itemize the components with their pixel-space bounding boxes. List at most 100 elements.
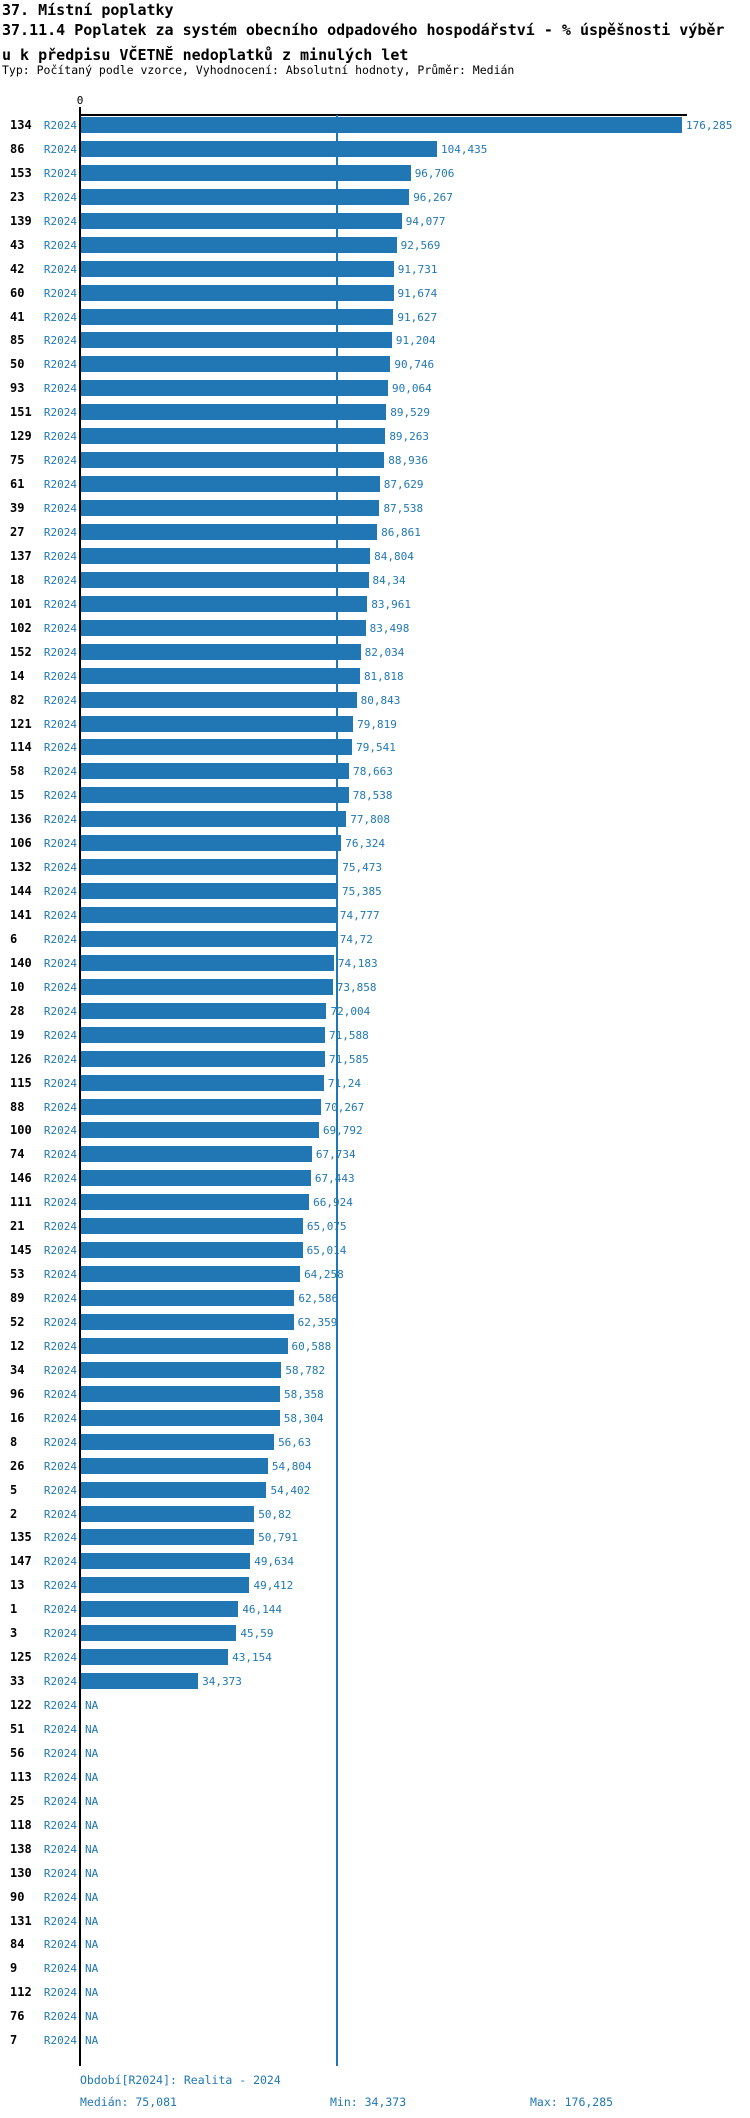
row-period-label: R2024 bbox=[43, 645, 77, 659]
row-id-label: 21 bbox=[10, 1219, 25, 1234]
row-period-label: R2024 bbox=[43, 310, 77, 324]
row-bar bbox=[81, 954, 334, 971]
row-period-label: R2024 bbox=[43, 1196, 77, 1210]
x-axis-line bbox=[79, 114, 687, 116]
row-period-label: R2024 bbox=[43, 1076, 77, 1090]
row-value-label: NA bbox=[85, 1890, 99, 1904]
row-period-label: R2024 bbox=[43, 1770, 77, 1784]
row-value-label: 77,808 bbox=[350, 813, 391, 827]
chart-row: 146 R2024 67,443 bbox=[0, 1170, 750, 1187]
row-period-label: R2024 bbox=[43, 478, 77, 492]
row-bar bbox=[81, 1673, 199, 1690]
chart-row: 1 R2024 46,144 bbox=[0, 1601, 750, 1618]
row-period-label: R2024 bbox=[43, 980, 77, 994]
row-id-label: 16 bbox=[10, 1410, 25, 1425]
row-value-label: 90,064 bbox=[392, 382, 432, 396]
chart-row: 111 R2024 66,924 bbox=[0, 1194, 750, 1211]
row-value-label: 176,285 bbox=[686, 119, 733, 132]
row-period-label: R2024 bbox=[43, 1387, 77, 1401]
row-period-label: R2024 bbox=[43, 1722, 77, 1736]
row-bar bbox=[81, 1218, 303, 1235]
row-value-label: 49,412 bbox=[253, 1579, 294, 1593]
chart-row: 136 R2024 77,808 bbox=[0, 811, 750, 828]
chart-row: 8 R2024 56,63 bbox=[0, 1433, 750, 1450]
chart-row: 82 R2024 80,843 bbox=[0, 691, 750, 708]
row-bar bbox=[81, 1577, 250, 1594]
row-value-label: NA bbox=[85, 1746, 99, 1760]
row-bar bbox=[81, 260, 394, 277]
row-id-label: 75 bbox=[10, 453, 25, 468]
row-period-label: R2024 bbox=[43, 1004, 77, 1018]
row-id-label: 113 bbox=[10, 1769, 32, 1784]
chart-meta-line: Typ: Počítaný podle vzorce, Vyhodnocení:… bbox=[2, 63, 515, 77]
row-value-label: 56,63 bbox=[278, 1435, 312, 1449]
row-value-label: 96,706 bbox=[414, 166, 455, 180]
row-period-label: R2024 bbox=[43, 119, 77, 132]
row-period-label: R2024 bbox=[43, 1483, 77, 1497]
row-period-label: R2024 bbox=[43, 358, 77, 372]
row-period-label: R2024 bbox=[43, 1627, 77, 1641]
row-value-label: 69,792 bbox=[322, 1124, 363, 1138]
row-value-label: 49,634 bbox=[254, 1555, 294, 1569]
row-bar bbox=[81, 1122, 319, 1139]
row-period-label: R2024 bbox=[43, 1148, 77, 1162]
chart-row: 113 R2024 NA bbox=[0, 1769, 750, 1785]
row-value-label: 91,204 bbox=[395, 334, 436, 348]
row-value-label: 71,24 bbox=[327, 1076, 361, 1090]
row-value-label: 34,373 bbox=[202, 1675, 242, 1689]
row-period-label: R2024 bbox=[43, 1052, 77, 1066]
row-value-label: 71,588 bbox=[329, 1028, 369, 1042]
row-bar bbox=[81, 1505, 255, 1522]
row-period-label: R2024 bbox=[43, 1363, 77, 1377]
chart-row: 84 R2024 NA bbox=[0, 1936, 750, 1952]
row-bar bbox=[81, 452, 385, 469]
row-value-label: NA bbox=[85, 2010, 99, 2024]
row-bar bbox=[81, 500, 380, 517]
footer-max-label: Max: 176,285 bbox=[530, 2095, 614, 2109]
row-bar bbox=[81, 1481, 267, 1498]
row-value-label: 88,936 bbox=[388, 454, 428, 468]
row-bar bbox=[81, 308, 394, 325]
row-period-label: R2024 bbox=[43, 2010, 77, 2024]
row-bar bbox=[81, 1385, 280, 1402]
row-bar bbox=[81, 691, 357, 708]
row-value-label: 75,473 bbox=[342, 861, 383, 875]
chart-row: 141 R2024 74,777 bbox=[0, 907, 750, 924]
row-id-label: 3 bbox=[10, 1626, 18, 1641]
chart-row: 7 R2024 NA bbox=[0, 2032, 750, 2048]
row-bar bbox=[81, 1242, 303, 1259]
row-period-label: R2024 bbox=[43, 621, 77, 635]
row-period-label: R2024 bbox=[43, 1459, 77, 1473]
row-bar bbox=[81, 715, 354, 732]
median-reference-line bbox=[335, 115, 338, 2066]
chart-row: 2 R2024 50,82 bbox=[0, 1505, 750, 1522]
row-period-label: R2024 bbox=[43, 1028, 77, 1042]
row-value-label: 78,538 bbox=[352, 789, 393, 803]
row-id-label: 121 bbox=[10, 716, 32, 731]
row-value-label: 58,304 bbox=[283, 1411, 324, 1425]
chart-row: 135 R2024 50,791 bbox=[0, 1529, 750, 1546]
chart-row: 61 R2024 87,629 bbox=[0, 476, 750, 493]
row-value-label: 54,402 bbox=[270, 1483, 311, 1497]
row-value-label: 67,443 bbox=[314, 1172, 355, 1186]
row-period-label: R2024 bbox=[43, 1579, 77, 1593]
chart-row: 60 R2024 91,674 bbox=[0, 284, 750, 301]
chart-row: 86 R2024 104,435 bbox=[0, 140, 750, 157]
row-period-label: R2024 bbox=[43, 1268, 77, 1282]
chart-row: 76 R2024 NA bbox=[0, 2008, 750, 2024]
row-id-label: 25 bbox=[10, 1793, 25, 1808]
row-id-label: 147 bbox=[10, 1554, 32, 1569]
row-bar bbox=[81, 1050, 326, 1067]
row-id-label: 151 bbox=[10, 405, 32, 420]
row-bar bbox=[81, 1074, 324, 1091]
chart-row: 75 R2024 88,936 bbox=[0, 452, 750, 469]
row-period-label: R2024 bbox=[43, 693, 77, 707]
row-value-label: NA bbox=[85, 1914, 99, 1928]
footer-median-label: Medián: 75,081 bbox=[80, 2095, 177, 2109]
row-id-label: 100 bbox=[10, 1123, 32, 1138]
row-value-label: 90,746 bbox=[394, 358, 435, 372]
row-period-label: R2024 bbox=[43, 1435, 77, 1449]
row-id-label: 7 bbox=[10, 2033, 18, 2048]
row-bar bbox=[81, 1529, 255, 1546]
row-value-label: 87,538 bbox=[383, 502, 424, 516]
